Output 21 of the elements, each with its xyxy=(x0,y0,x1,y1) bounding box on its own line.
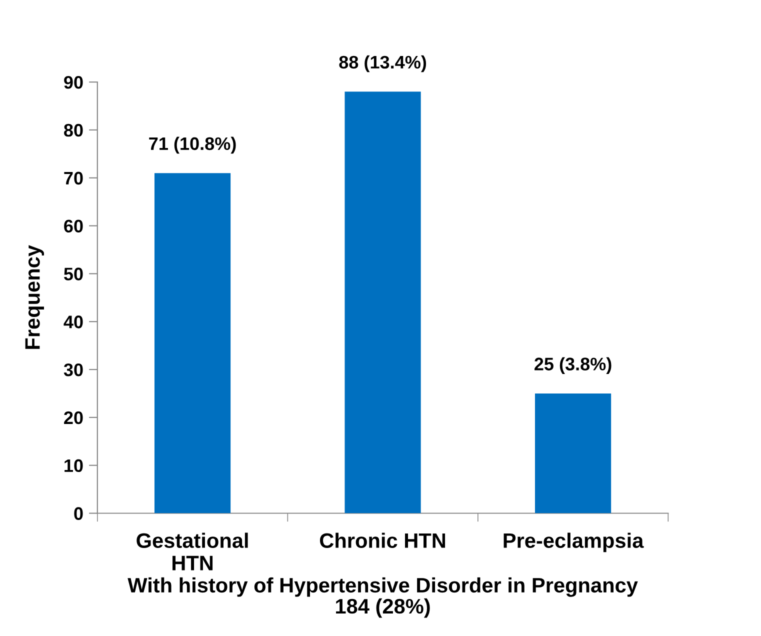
y-axis-title: Frequency xyxy=(25,245,44,349)
data-label: 71 (10.8%) xyxy=(149,136,236,154)
y-tick-label: 70 xyxy=(64,172,83,185)
x-tick-label: Gestational HTN xyxy=(136,532,248,570)
y-tick-label: 30 xyxy=(64,363,83,376)
x-tick-label: Chronic HTN xyxy=(320,532,446,548)
y-tick-label: 90 xyxy=(64,76,83,89)
y-tick-label: 80 xyxy=(64,124,83,137)
bar xyxy=(154,173,231,514)
y-tick-label: 50 xyxy=(64,268,83,280)
y-tick-label: 60 xyxy=(64,220,83,232)
data-label: 25 (3.8%) xyxy=(534,357,612,374)
y-tick-label: 0 xyxy=(74,507,83,520)
x-axis-title: With history of Hypertensive Disorder in Pregnancy 184 (28%) xyxy=(128,577,638,618)
y-tick-label: 20 xyxy=(64,411,83,424)
bar xyxy=(534,393,612,514)
x-tick-label: Pre-eclampsia xyxy=(504,532,644,552)
y-tick-label: 10 xyxy=(64,459,83,472)
y-tick-label: 40 xyxy=(64,316,83,328)
bar xyxy=(344,92,421,514)
data-label: 88 (13.4%) xyxy=(339,55,426,72)
